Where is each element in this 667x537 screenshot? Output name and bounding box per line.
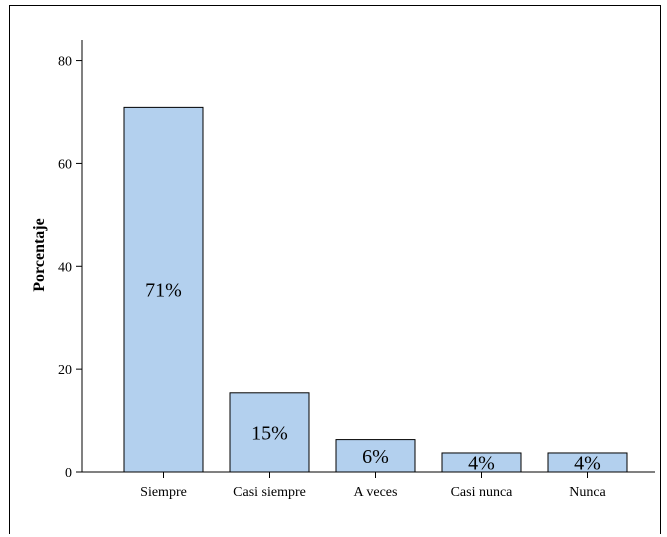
- bar: [123, 106, 204, 473]
- bar: [229, 392, 310, 473]
- bars: [123, 106, 628, 473]
- data-label: 4%: [468, 452, 495, 474]
- bar: [335, 439, 416, 473]
- y-axis-label: Porcentaje: [31, 218, 48, 291]
- y-tick-label: 0: [65, 466, 72, 481]
- y-tick-label: 80: [58, 55, 72, 70]
- x-tick-label: Siempre: [140, 485, 187, 500]
- data-label: 4%: [574, 452, 601, 474]
- y-tick-label: 60: [58, 157, 72, 172]
- labels: Siempre 71% Casi siempre 15% A veces 6% Casi n…: [140, 280, 606, 500]
- chart-frame: [9, 5, 661, 534]
- y-tick-label: 20: [58, 363, 72, 378]
- data-label: 15%: [251, 422, 288, 444]
- x-tick-label: Nunca: [569, 485, 606, 500]
- x-tick-label: Casi siempre: [233, 485, 306, 500]
- x-tick-label: A veces: [354, 485, 398, 500]
- x-tick-label: Casi nunca: [451, 485, 514, 500]
- bar: [441, 452, 522, 473]
- data-label: 6%: [362, 446, 389, 468]
- y-tick-label: 40: [58, 260, 72, 275]
- bar: [547, 452, 628, 473]
- data-label: 71%: [145, 280, 182, 302]
